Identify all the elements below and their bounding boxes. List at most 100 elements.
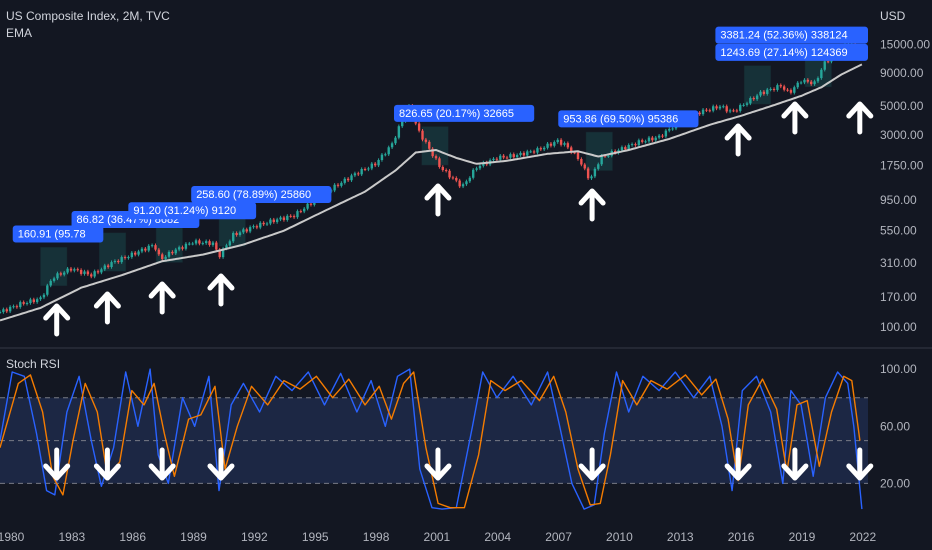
candle-body bbox=[218, 249, 221, 258]
candle-body bbox=[647, 137, 651, 142]
candle-body bbox=[373, 163, 377, 166]
candle-body bbox=[15, 306, 19, 308]
candle-body bbox=[174, 249, 177, 254]
candle-body bbox=[478, 165, 482, 169]
candle-body bbox=[711, 106, 715, 111]
candle-body bbox=[282, 217, 286, 220]
year-tick-label: 1983 bbox=[58, 530, 85, 544]
price-tick-label: 550.00 bbox=[880, 224, 917, 238]
year-tick-label: 1980 bbox=[0, 530, 25, 544]
candle-body bbox=[401, 121, 404, 127]
candle-body bbox=[242, 229, 245, 233]
candle-body bbox=[644, 141, 647, 143]
candle-body bbox=[475, 168, 478, 170]
candle-body bbox=[718, 106, 722, 109]
candle-body bbox=[458, 180, 461, 187]
candle-body bbox=[556, 139, 559, 143]
down-arrow-icon bbox=[93, 447, 121, 481]
candle-body bbox=[292, 216, 296, 218]
candle-body bbox=[566, 143, 570, 148]
candle-body bbox=[627, 145, 630, 150]
candle-body bbox=[468, 177, 472, 182]
year-tick-label: 1998 bbox=[363, 530, 390, 544]
candle-body bbox=[698, 112, 701, 115]
candle-body bbox=[715, 106, 718, 109]
candle-body bbox=[265, 223, 269, 225]
gain-highlight-box bbox=[421, 126, 449, 166]
candle-body bbox=[826, 61, 830, 63]
currency-label: USD bbox=[880, 9, 906, 23]
year-tick-label: 2019 bbox=[789, 530, 816, 544]
candle-body bbox=[161, 254, 164, 260]
candle-body bbox=[600, 155, 603, 165]
candle-body bbox=[29, 299, 32, 304]
gain-callout: 91.20 (31.24%) 9120 bbox=[128, 202, 257, 220]
candle-body bbox=[657, 135, 661, 138]
candle-body bbox=[570, 147, 573, 153]
candle-body bbox=[137, 251, 140, 255]
candle-body bbox=[769, 88, 772, 90]
candle-body bbox=[755, 95, 759, 100]
candle-body bbox=[725, 106, 728, 112]
down-arrow-icon bbox=[207, 447, 235, 481]
candle-body bbox=[816, 78, 820, 82]
candle-body bbox=[232, 233, 235, 242]
year-tick-label: 2007 bbox=[545, 530, 572, 544]
candle-body bbox=[269, 219, 272, 224]
candle-body bbox=[654, 137, 657, 141]
candle-body bbox=[641, 140, 644, 142]
candle-body bbox=[576, 152, 580, 160]
candle-body bbox=[515, 155, 519, 158]
price-tick-label: 100.00 bbox=[880, 320, 917, 334]
candle-body bbox=[144, 248, 147, 251]
candle-body bbox=[766, 89, 769, 94]
candle-body bbox=[397, 126, 401, 138]
candle-body bbox=[424, 139, 428, 142]
candle-body bbox=[215, 242, 218, 250]
candle-body bbox=[377, 160, 380, 166]
price-layer bbox=[0, 42, 863, 322]
candle-body bbox=[799, 82, 803, 84]
candle-body bbox=[90, 274, 93, 277]
candle-body bbox=[776, 85, 779, 90]
candle-body bbox=[502, 155, 505, 158]
up-arrow-icon bbox=[148, 281, 176, 315]
candle-body bbox=[735, 110, 739, 112]
ema-line bbox=[0, 63, 863, 322]
candle-body bbox=[384, 154, 387, 156]
candle-body bbox=[668, 129, 671, 131]
candle-body bbox=[252, 226, 255, 228]
candle-body bbox=[499, 155, 502, 160]
candle-body bbox=[333, 184, 336, 191]
year-tick-label: 2016 bbox=[728, 530, 755, 544]
candle-body bbox=[742, 104, 745, 106]
candle-body bbox=[73, 269, 76, 271]
candle-body bbox=[796, 82, 799, 88]
candle-body bbox=[739, 105, 742, 111]
gain-callout-label: 1243.69 (27.14%) 124369 bbox=[720, 47, 847, 59]
candle-body bbox=[823, 61, 826, 70]
price-tick-label: 9000.00 bbox=[880, 66, 924, 80]
down-arrow-icon bbox=[424, 447, 452, 481]
candle-body bbox=[201, 243, 205, 245]
candle-body bbox=[810, 81, 813, 85]
candle-body bbox=[66, 268, 69, 273]
candle-body bbox=[732, 110, 735, 112]
candle-body bbox=[620, 147, 624, 151]
candle-body bbox=[806, 79, 810, 82]
candle-body bbox=[69, 268, 73, 271]
candle-body bbox=[357, 173, 360, 175]
up-arrow-icon bbox=[43, 303, 71, 337]
candle-body bbox=[444, 170, 448, 172]
candle-body bbox=[509, 154, 512, 158]
candle-body bbox=[0, 312, 2, 314]
candle-body bbox=[522, 152, 526, 156]
candle-body bbox=[661, 135, 664, 137]
candle-body bbox=[19, 302, 22, 308]
candle-body bbox=[275, 219, 279, 223]
candle-body bbox=[228, 241, 232, 246]
candle-body bbox=[492, 158, 495, 161]
candle-body bbox=[35, 299, 39, 303]
candle-body bbox=[56, 273, 59, 279]
candle-body bbox=[421, 130, 424, 140]
